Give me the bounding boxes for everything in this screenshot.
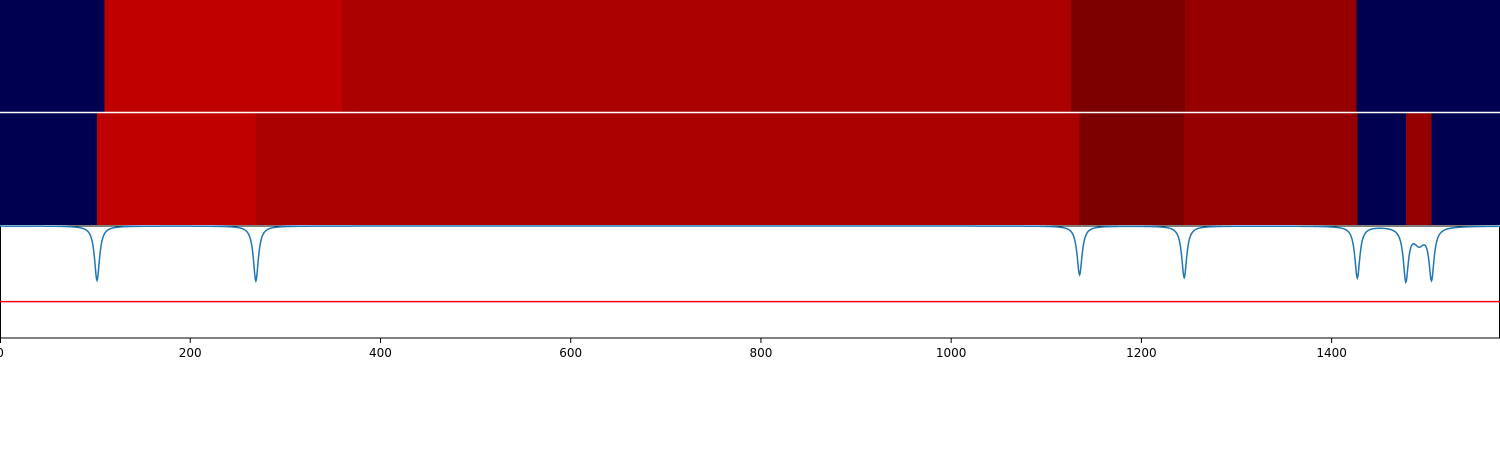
x-tick-label-1200: 1200 <box>1126 346 1157 360</box>
segment-1-5 <box>1185 0 1357 112</box>
segment-2-4 <box>1079 113 1185 225</box>
segment-2-3 <box>255 113 1080 225</box>
x-tick-label-1400: 1400 <box>1316 346 1347 360</box>
segment-2-2 <box>97 113 256 225</box>
segment-1-1 <box>0 0 105 112</box>
signal-panel-frame <box>0 225 1500 339</box>
segment-2-7 <box>1405 113 1432 225</box>
segment-1-4 <box>1071 0 1186 112</box>
x-tick-label-400: 400 <box>369 346 392 360</box>
x-tick-label-800: 800 <box>749 346 772 360</box>
x-axis: 0 200 400 600 800 1000 1200 1400 <box>0 338 1347 360</box>
segment-1-3 <box>342 0 1072 112</box>
heatmap-row-1 <box>0 0 1500 112</box>
heatmap-rows <box>0 0 1500 225</box>
segment-1-6 <box>1356 0 1500 112</box>
segment-2-1 <box>0 113 98 225</box>
x-tick-label-200: 200 <box>179 346 202 360</box>
segment-2-8 <box>1431 113 1500 225</box>
segment-1-2 <box>104 0 343 112</box>
heatmap-row-2 <box>0 113 1500 225</box>
x-tick-label-0: 0 <box>0 346 4 360</box>
segment-2-6 <box>1357 113 1406 225</box>
x-tick-label-1000: 1000 <box>936 346 967 360</box>
signal-line <box>0 225 1500 285</box>
x-tick-label-600: 600 <box>559 346 582 360</box>
segment-2-5 <box>1184 113 1358 225</box>
signal-panel <box>0 225 1500 339</box>
